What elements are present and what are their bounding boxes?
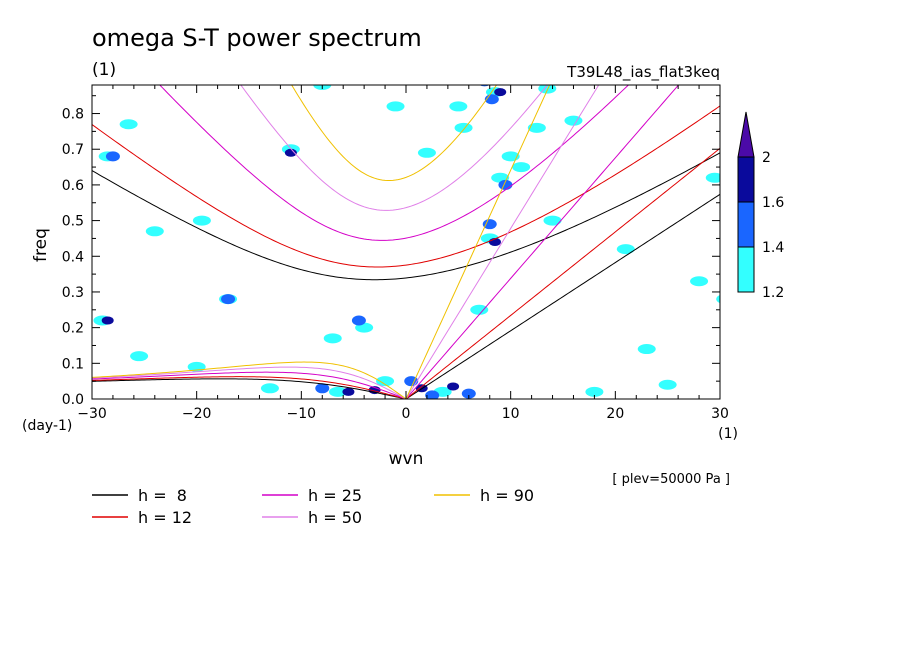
contour-blob-38: [404, 376, 419, 387]
kelvin-curve-0: [405, 193, 720, 399]
contour-blob-33: [260, 383, 279, 394]
legend-label-0: h = 8: [138, 486, 187, 505]
contour-blob-34: [564, 115, 583, 126]
y-axis-label: freq: [31, 228, 51, 262]
x-tick-label-1: −20: [182, 406, 212, 422]
legend: h = 8 h = 12 h = 25 h = 50 h = 90: [92, 486, 534, 527]
contour-blob-0: [323, 333, 342, 344]
contour-blob-19: [130, 351, 149, 362]
run-label: T39L48_ias_flat3keq: [566, 63, 720, 82]
colorbar-label-3: 2: [762, 150, 771, 166]
contour-blob-51: [447, 382, 460, 391]
contour-blob-9: [501, 151, 520, 162]
contour-blob-52: [494, 88, 507, 97]
title-units: (1): [92, 60, 116, 80]
kelvin-curve-3: [405, 85, 600, 399]
rossby-curve-3: [92, 366, 407, 399]
colorbar-label-1: 1.4: [762, 240, 784, 256]
x-axis-label: wvn: [389, 449, 424, 469]
contour-blob-55: [284, 148, 297, 157]
plev-note: [ plev=50000 Pa ]: [612, 472, 730, 487]
contour-blob-21: [454, 122, 473, 133]
x-axis-units: (1): [718, 426, 738, 442]
x-tick-label-6: 30: [711, 406, 729, 422]
contour-blob-16: [705, 172, 720, 183]
ig-curve-4: [291, 85, 498, 182]
ig-curve-0: [92, 152, 720, 281]
colorbar-segment-0: [737, 246, 755, 293]
ig-curve-1: [92, 105, 720, 268]
x-axis: −30 −20 −10 0 10 20 30: [77, 85, 729, 422]
rossby-curve-2: [92, 371, 407, 399]
contour-blob-26: [658, 379, 677, 390]
chart-title: omega S-T power spectrum: [92, 24, 422, 52]
contour-blob-25: [637, 344, 656, 355]
contour-blob-30: [470, 304, 489, 315]
colorbar-extend-triangle: [737, 111, 755, 158]
rossby-curve-0: [92, 378, 407, 399]
contour-blob-37: [315, 383, 330, 394]
contour-blob-47: [351, 315, 366, 326]
contour-blob-27: [386, 101, 405, 112]
contour-blob-54: [101, 316, 114, 325]
kelvin-curve-1: [405, 147, 720, 399]
x-tick-label-0: −30: [77, 406, 107, 422]
rossby-curve-1: [92, 376, 407, 399]
contour-blob-39: [425, 390, 440, 399]
legend-label-3: h = 50: [308, 508, 362, 527]
contour-blob-45: [105, 151, 120, 162]
rossby-curve-4: [92, 361, 407, 399]
contour-blob-28: [119, 119, 138, 130]
contour-blob-23: [543, 215, 562, 226]
x-tick-label-2: −10: [287, 406, 317, 422]
contour-blob-32: [417, 147, 436, 158]
ig-curve-2: [159, 85, 630, 241]
contour-blob-17: [145, 226, 164, 237]
contour-blob-36: [616, 244, 635, 255]
legend-label-1: h = 12: [138, 508, 192, 527]
y-tick-label-4: 0.4: [62, 249, 84, 265]
y-tick-label-0: 0.0: [62, 392, 84, 408]
contour-blob-42: [482, 219, 497, 230]
y-tick-label-1: 0.1: [62, 356, 84, 372]
legend-label-4: h = 90: [480, 486, 534, 505]
colorbar: 1.2 1.4 1.6 2: [737, 111, 784, 301]
contour-blob-40: [461, 388, 476, 399]
plot-frame: [91, 84, 721, 400]
contour-blob-11: [376, 376, 395, 387]
x-tick-label-5: 20: [606, 406, 624, 422]
contour-blob-46: [221, 294, 236, 305]
x-tick-label-3: 0: [402, 406, 411, 422]
contour-blob-15: [716, 295, 720, 304]
colorbar-label-2: 1.6: [762, 195, 784, 211]
x-tick-label-4: 10: [502, 406, 520, 422]
legend-label-2: h = 25: [308, 486, 362, 505]
contour-blob-18: [192, 215, 211, 226]
kelvin-curve-2: [405, 85, 680, 399]
y-tick-label-2: 0.2: [62, 321, 84, 337]
y-axis: 0.0 0.1 0.2 0.3 0.4 0.5 0.6 0.7 0.8: [62, 95, 720, 408]
y-tick-label-5: 0.5: [62, 214, 84, 230]
contour-blob-48: [342, 387, 355, 396]
ig-curve-3: [240, 85, 548, 211]
colorbar-segment-2: [737, 156, 755, 203]
contour-blob-12: [328, 386, 347, 397]
colorbar-label-0: 1.2: [762, 285, 784, 301]
kelvin-curve-4: [405, 85, 551, 399]
y-tick-label-6: 0.6: [62, 178, 84, 194]
colorbar-segment-1: [737, 201, 755, 248]
y-tick-label-7: 0.7: [62, 142, 84, 158]
y-axis-units: (day-1): [22, 418, 72, 434]
contour-blob-10: [512, 162, 531, 173]
contour-blob-31: [690, 276, 709, 287]
contour-blob-20: [449, 101, 468, 112]
contour-blob-22: [527, 122, 546, 133]
power-contours: [93, 85, 720, 399]
y-tick-label-3: 0.3: [62, 285, 84, 301]
y-tick-label-8: 0.8: [62, 107, 84, 123]
dispersion-curves: [92, 85, 720, 399]
contour-blob-24: [585, 386, 604, 397]
